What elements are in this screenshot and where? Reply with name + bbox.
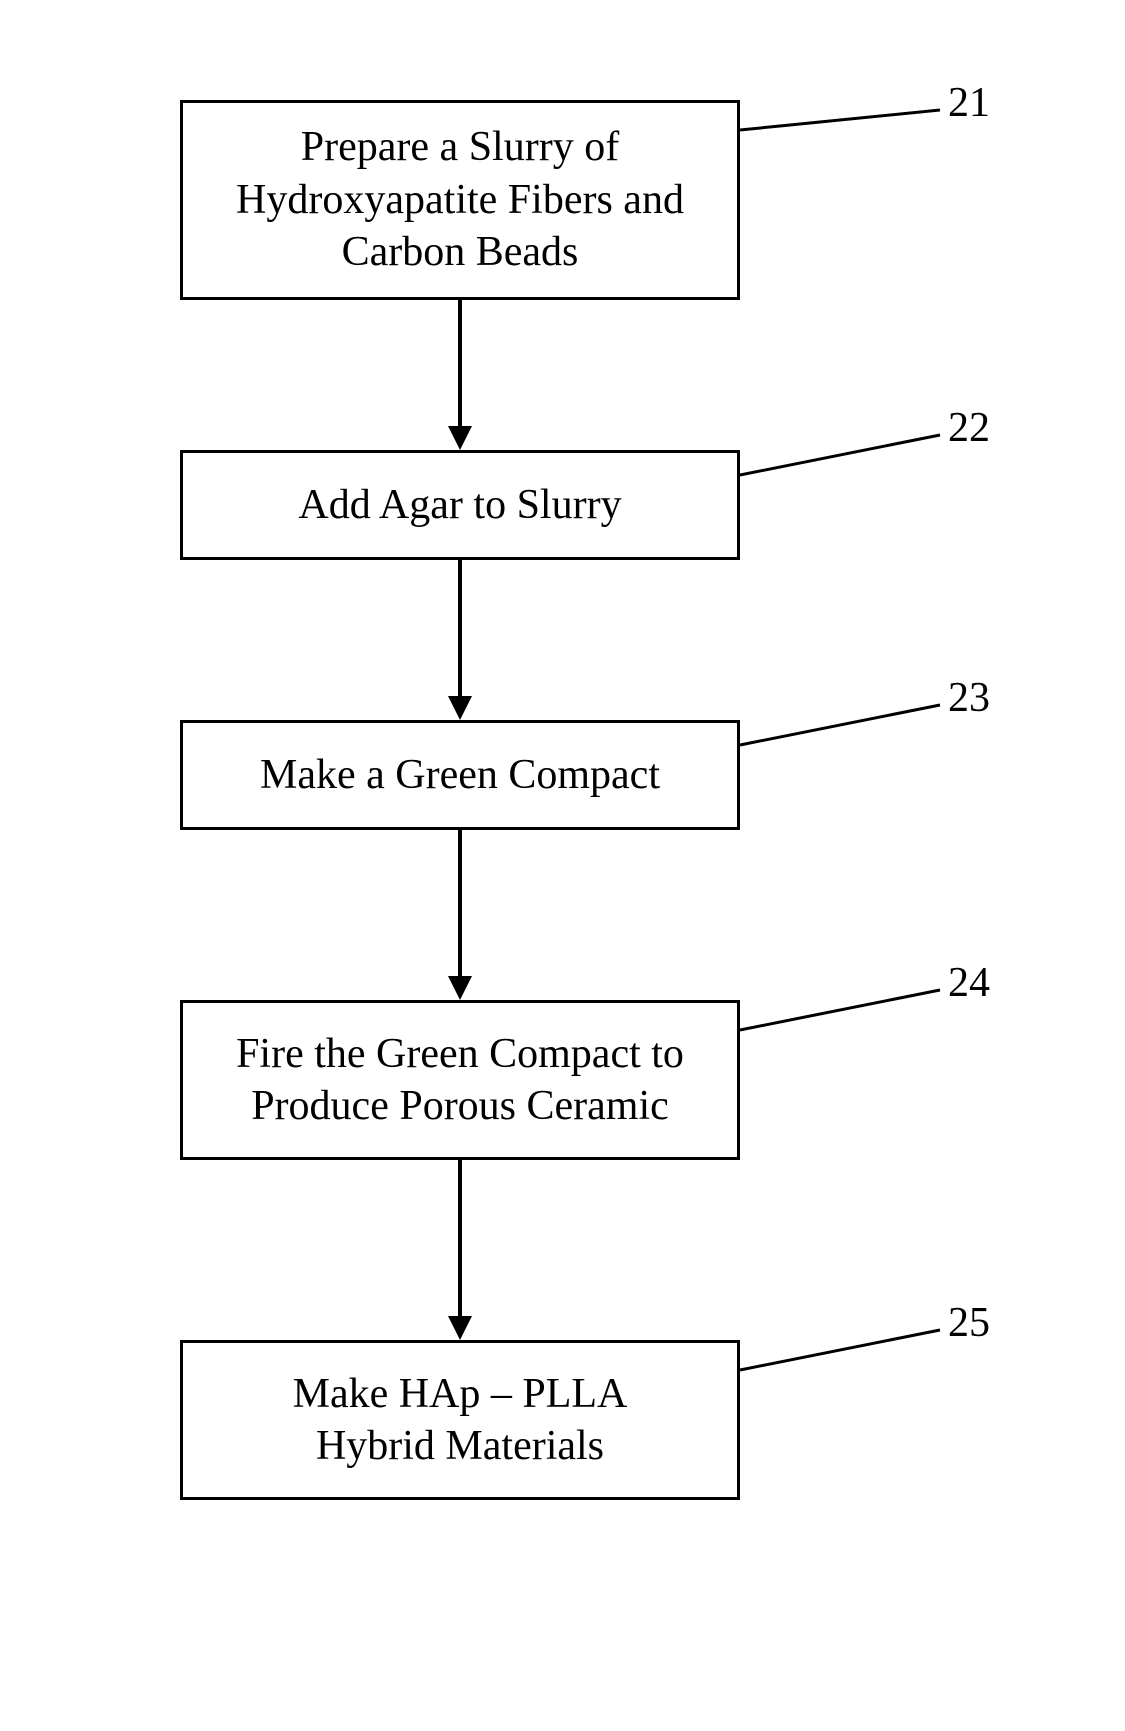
callout-label-22: 22 [948,404,990,452]
flow-node-text: Prepare a Slurry ofHydroxyapatite Fibers… [236,121,684,279]
flow-node-text: Make HAp – PLLAHybrid Materials [293,1368,628,1473]
flow-node-n21: Prepare a Slurry ofHydroxyapatite Fibers… [180,100,740,300]
flowchart-canvas: Prepare a Slurry ofHydroxyapatite Fibers… [0,0,1125,1731]
callout-label-25: 25 [948,1299,990,1347]
flow-node-n22: Add Agar to Slurry [180,450,740,560]
flow-node-n24: Fire the Green Compact toProduce Porous … [180,1000,740,1160]
callout-label-21: 21 [948,79,990,127]
flow-node-text: Fire the Green Compact toProduce Porous … [236,1028,684,1133]
flow-node-text: Make a Green Compact [260,749,660,802]
callout-label-23: 23 [948,674,990,722]
callout-label-24: 24 [948,959,990,1007]
flow-node-n23: Make a Green Compact [180,720,740,830]
flow-node-text: Add Agar to Slurry [298,479,621,532]
flow-node-n25: Make HAp – PLLAHybrid Materials [180,1340,740,1500]
